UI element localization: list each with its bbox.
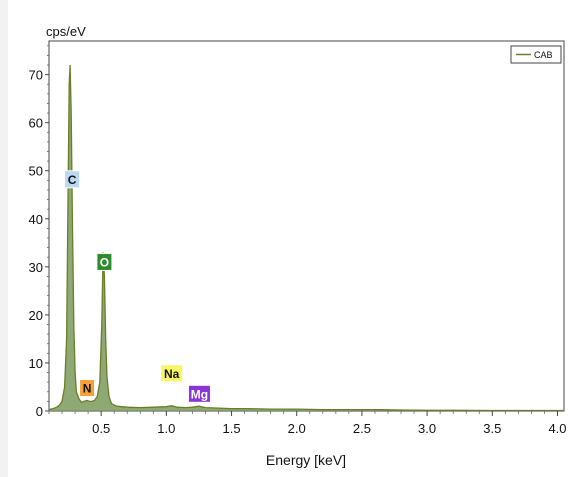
legend: CAB (510, 45, 562, 64)
element-tag-na: Na (160, 364, 184, 383)
element-tag-mg: Mg (187, 384, 211, 403)
x-tick-label: 2.5 (353, 421, 371, 436)
y-tick-label: 30 (29, 260, 43, 275)
x-tick-label: 3.5 (483, 421, 501, 436)
element-tag-text: O (100, 255, 109, 269)
element-tag-box (160, 364, 184, 383)
y-tick-label: 50 (29, 164, 43, 179)
x-axis-label: Energy [keV] (266, 452, 346, 468)
x-tick-label: 4.0 (548, 421, 566, 436)
y-tick-label: 10 (29, 356, 43, 371)
x-axis: 0.5 1.0 1.5 2.0 2.5 3.0 3.5 4.0 (48, 411, 567, 436)
y-tick-label: 0 (36, 404, 43, 419)
element-tag-text: Mg (191, 387, 208, 401)
chart-frame: cps/eV 0 10 20 30 40 50 60 70 0.5 1.0 1.5 2.0 2.5 3.… (8, 0, 572, 477)
y-axis: 0 10 20 30 40 50 60 70 (29, 45, 49, 419)
element-tag-o: O (96, 252, 113, 271)
y-tick-label: 70 (29, 68, 43, 83)
element-labels: C O N Na Mg (64, 170, 211, 403)
legend-label-cab: CAB (534, 50, 553, 60)
element-tag-text: Na (164, 367, 180, 381)
y-tick-label: 60 (29, 116, 43, 131)
spectrum-series (49, 64, 564, 411)
element-tag-n: N (79, 379, 96, 398)
y-tick-label: 20 (29, 308, 43, 323)
x-tick-label: 0.5 (92, 421, 110, 436)
y-tick-label: 40 (29, 212, 43, 227)
eds-spectrum-chart: cps/eV 0 10 20 30 40 50 60 70 0.5 1.0 1.5 2.0 2.5 3.… (29, 24, 567, 468)
element-tag-box (79, 379, 96, 398)
y-axis-label: cps/eV (46, 24, 86, 39)
series-line-cab (49, 64, 564, 411)
element-tag-c: C (64, 170, 81, 189)
plot-area (48, 40, 565, 412)
legend-box (510, 45, 562, 64)
x-tick-label: 1.0 (157, 421, 175, 436)
x-tick-label: 2.0 (288, 421, 306, 436)
element-tag-box (96, 252, 113, 271)
element-tag-box (187, 384, 211, 403)
x-tick-label: 3.0 (418, 421, 436, 436)
element-tag-text: C (68, 173, 77, 187)
x-tick-label: 1.5 (222, 421, 240, 436)
element-tag-text: N (83, 382, 92, 396)
element-tag-box (64, 170, 81, 189)
